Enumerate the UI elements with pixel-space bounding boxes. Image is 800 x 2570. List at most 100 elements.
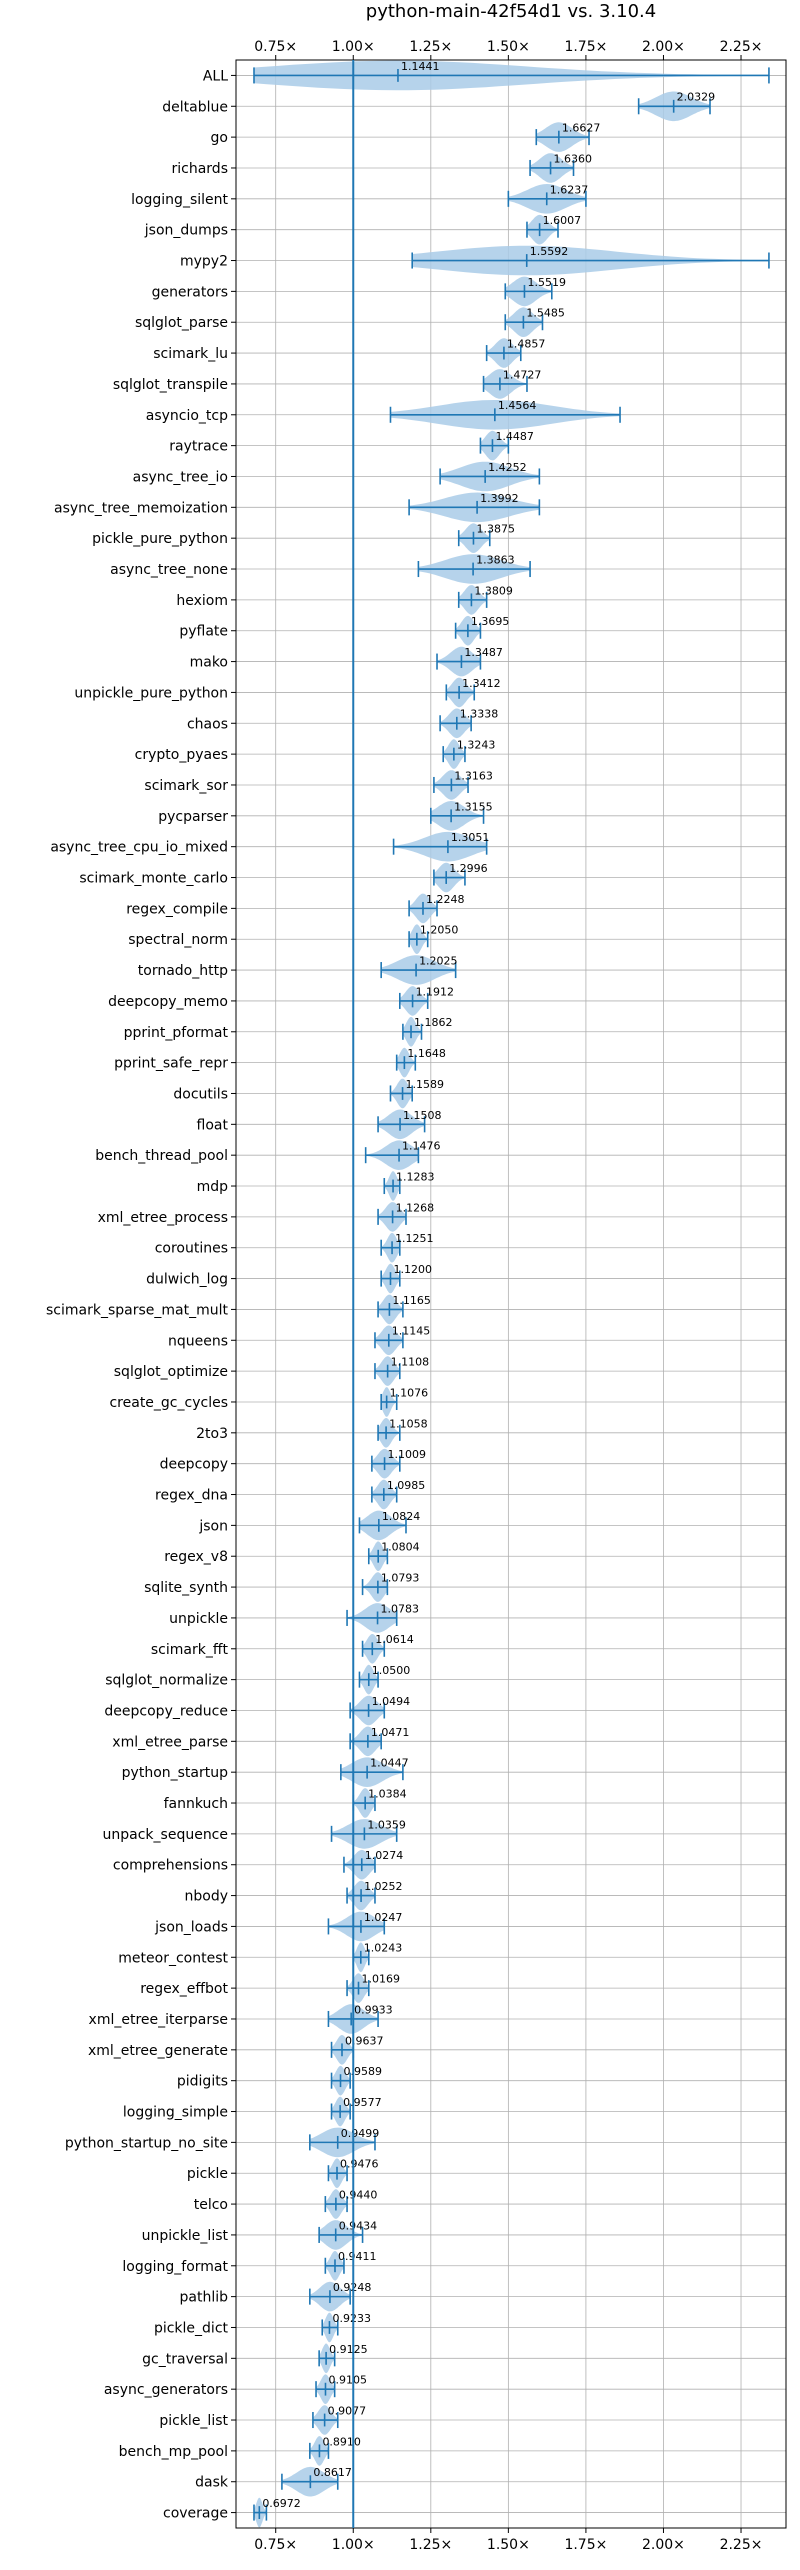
y-tick-label: xml_etree_parse: [112, 1734, 228, 1750]
y-tick-label: raytrace: [169, 439, 228, 455]
mean-label: 1.3809: [474, 584, 513, 597]
violin-pathlib: 0.9248: [309, 2281, 372, 2312]
mean-label: 1.0614: [375, 1633, 414, 1646]
violin-pickle_dict: 0.9233: [321, 2312, 371, 2343]
y-tick-label: coroutines: [155, 1241, 228, 1257]
mean-label: 1.0359: [367, 1818, 406, 1831]
y-tick-label: nqueens: [168, 1333, 228, 1349]
violin-python_startup: 1.0447: [340, 1757, 409, 1787]
violin-pycparser: 1.3155: [430, 800, 493, 831]
violin-regex_v8: 1.0804: [367, 1541, 420, 1571]
x-tick-label-bottom: 1.75×: [564, 2537, 607, 2553]
violin-generators: 1.5519: [504, 276, 566, 307]
y-tick-label: nbody: [185, 1889, 229, 1905]
violin-ALL: 1.1441: [253, 60, 770, 91]
y-tick-label: logging_silent: [131, 192, 228, 208]
violin-docutils: 1.1589: [389, 1078, 445, 1109]
violin-deltablue: 2.0329: [637, 91, 716, 122]
y-tick-label: ALL: [203, 68, 228, 84]
mean-label: 1.1912: [416, 985, 455, 998]
violin-dulwich_log: 1.1200: [380, 1263, 432, 1294]
mean-label: 0.9077: [328, 2404, 367, 2417]
violin-json_loads: 1.0247: [327, 1911, 402, 1942]
mean-label: 1.1589: [406, 1078, 445, 1091]
mean-label: 0.8910: [322, 2435, 361, 2448]
mean-label: 1.1009: [388, 1448, 427, 1461]
x-tick-label-bottom: 1.50×: [487, 2537, 530, 2553]
violin-comprehensions: 1.0274: [343, 1849, 403, 1880]
violin-sqlite_synth: 1.0793: [361, 1572, 420, 1602]
mean-label: 1.0804: [381, 1541, 420, 1554]
y-tick-label: async_generators: [104, 2382, 228, 2398]
violin-scimark_sparse_mat_mult: 1.1165: [377, 1294, 431, 1325]
mean-label: 1.6627: [562, 122, 601, 135]
mean-label: 1.2996: [449, 862, 488, 875]
violin-pprint_safe_repr: 1.1648: [395, 1047, 446, 1078]
mean-label: 1.1076: [390, 1386, 429, 1399]
violin-python_startup_no_site: 0.9499: [309, 2127, 379, 2158]
violin-telco: 0.9440: [324, 2189, 377, 2219]
violin-gc_traversal: 0.9125: [318, 2343, 368, 2374]
y-tick-label: gc_traversal: [142, 2351, 228, 2367]
violin-logging_silent: 1.6237: [507, 183, 589, 214]
y-tick-label: pprint_safe_repr: [114, 1056, 228, 1072]
violin-sqlglot_normalize: 1.0500: [358, 1664, 410, 1695]
y-tick-label: deepcopy: [160, 1457, 228, 1473]
violin-mako: 1.3487: [436, 646, 503, 677]
y-tick-label: sqlite_synth: [144, 1580, 228, 1596]
violin-chaos: 1.3338: [439, 708, 499, 739]
violin-scimark_monte_carlo: 1.2996: [433, 862, 488, 893]
y-tick-label: async_tree_none: [110, 562, 228, 578]
mean-label: 0.9248: [333, 2281, 372, 2294]
violin-go: 1.6627: [535, 122, 601, 152]
y-tick-label: 2to3: [196, 1426, 228, 1442]
mean-label: 1.3338: [460, 708, 499, 721]
mean-label: 1.1200: [393, 1263, 432, 1276]
violin-pickle_list: 0.9077: [312, 2404, 367, 2435]
mean-label: 1.0793: [381, 1572, 420, 1585]
y-tick-label: dask: [195, 2475, 229, 2491]
plot-frame: [235, 59, 787, 2529]
y-tick-label: pycparser: [158, 809, 228, 825]
y-tick-label: docutils: [173, 1086, 228, 1102]
y-tick-label: bench_mp_pool: [119, 2444, 228, 2460]
mean-label: 1.1648: [407, 1047, 446, 1060]
violin-dask: 0.8617: [281, 2466, 352, 2497]
mean-label: 1.3412: [462, 677, 501, 690]
y-tick-label: tornado_http: [138, 963, 228, 979]
y-tick-label: crypto_pyaes: [135, 747, 228, 763]
y-tick-label: regex_v8: [164, 1549, 228, 1565]
violin-spectral_norm: 1.2050: [408, 924, 458, 954]
mean-label: 1.1476: [402, 1140, 441, 1153]
mean-label: 0.8617: [313, 2466, 352, 2479]
mean-label: 1.3863: [476, 553, 515, 566]
mean-label: 1.4487: [495, 430, 534, 443]
violin-unpickle: 1.0783: [346, 1602, 419, 1633]
violin-pickle_pure_python: 1.3875: [457, 523, 515, 553]
mean-label: 1.1165: [392, 1294, 431, 1307]
mean-label: 1.0824: [382, 1510, 421, 1523]
mean-label: 2.0329: [677, 91, 716, 104]
violin-async_tree_cpu_io_mixed: 1.3051: [392, 831, 489, 862]
mean-label: 1.5519: [527, 276, 566, 289]
mean-label: 1.6237: [550, 183, 589, 196]
y-tick-label: scimark_monte_carlo: [79, 871, 228, 887]
y-tick-label: deltablue: [162, 99, 228, 115]
y-tick-label: dulwich_log: [146, 1272, 228, 1288]
violin-scimark_lu: 1.4857: [485, 338, 545, 368]
violin-scimark_sor: 1.3163: [433, 769, 493, 800]
y-tick-label: scimark_sor: [144, 778, 228, 794]
y-tick-label: pyflate: [179, 624, 228, 640]
violin-xml_etree_parse: 1.0471: [349, 1726, 409, 1757]
grid-lines: [236, 60, 786, 2528]
y-tick-label: fannkuch: [164, 1796, 228, 1812]
mean-label: 1.0494: [372, 1695, 411, 1708]
y-tick-label: unpickle: [169, 1611, 228, 1627]
violin-regex_compile: 1.2248: [408, 893, 464, 924]
y-tick-label: pathlib: [180, 2290, 229, 2306]
mean-label: 1.0243: [364, 1942, 403, 1955]
violin-async_generators: 0.9105: [315, 2374, 367, 2404]
mean-label: 1.1283: [396, 1170, 435, 1183]
x-tick-label-top: 1.50×: [487, 39, 530, 55]
